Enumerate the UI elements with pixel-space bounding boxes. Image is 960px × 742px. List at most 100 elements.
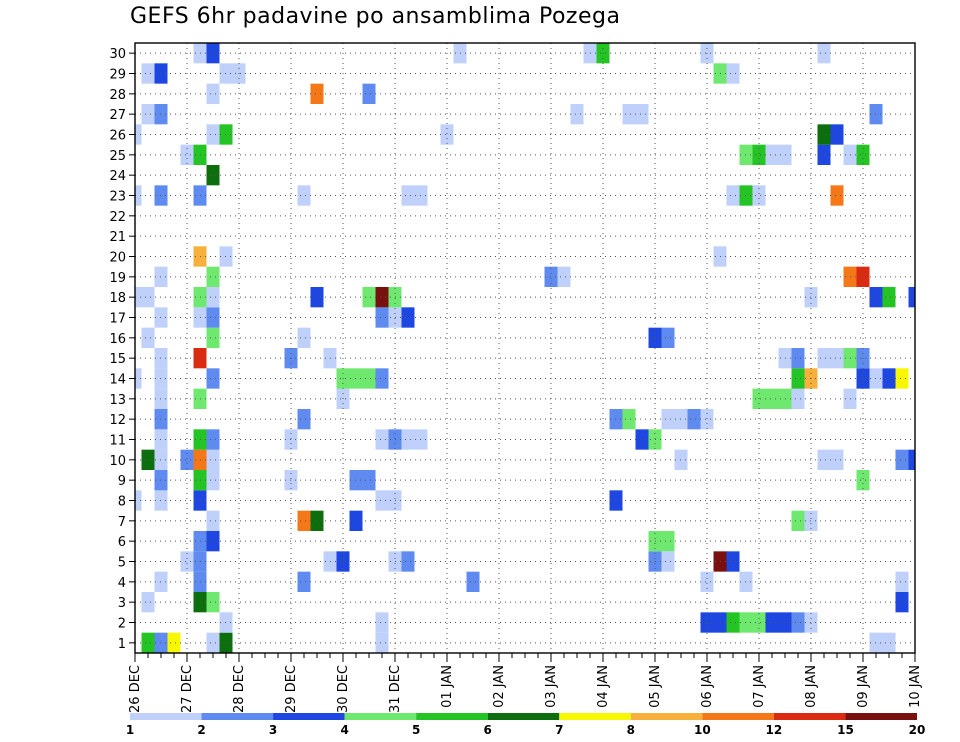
heatmap-cell — [180, 449, 194, 470]
heatmap-cell — [700, 612, 714, 633]
y-axis: 1234567891011121314151617181920212223242… — [109, 47, 135, 652]
heatmap-cell — [687, 409, 701, 430]
heatmap-cell — [817, 124, 831, 145]
heatmap-cell — [206, 470, 220, 491]
heatmap-cell — [661, 409, 675, 430]
x-tick-label: 03 JAN — [544, 665, 559, 708]
cells-layer — [135, 43, 915, 653]
heatmap-cell — [297, 571, 311, 592]
colorbar-label: 20 — [909, 723, 926, 737]
heatmap-cell — [726, 612, 740, 633]
heatmap-cell — [700, 409, 714, 430]
y-tick-label: 17 — [109, 312, 126, 327]
heatmap-cell — [622, 104, 636, 125]
x-tick-label: 09 JAN — [856, 665, 871, 708]
colorbar-segment — [130, 713, 202, 720]
heatmap-cell — [297, 185, 311, 206]
heatmap-cell — [206, 83, 220, 104]
heatmap-cell — [635, 104, 649, 125]
heatmap-cell — [206, 632, 220, 653]
y-tick-label: 2 — [118, 617, 126, 632]
colorbar-label: 12 — [766, 723, 783, 737]
heatmap-cell — [726, 551, 740, 572]
y-tick-label: 11 — [109, 434, 126, 449]
heatmap-cell — [401, 307, 415, 328]
y-tick-label: 13 — [109, 393, 126, 408]
heatmap-cell — [297, 327, 311, 348]
heatmap-cell — [135, 185, 142, 206]
heatmap-cell — [141, 63, 155, 84]
heatmap-cell — [557, 266, 571, 287]
y-tick-label: 24 — [109, 169, 126, 184]
heatmap-cell — [362, 470, 376, 491]
heatmap-cell — [310, 83, 324, 104]
heatmap-cell — [882, 287, 896, 308]
heatmap-cell — [791, 388, 805, 409]
heatmap-cell — [206, 531, 220, 552]
heatmap-cell — [791, 348, 805, 369]
heatmap-cell — [622, 409, 636, 430]
y-tick-label: 19 — [109, 271, 126, 286]
x-tick-label: 31 DEC — [388, 665, 403, 713]
heatmap-cell — [700, 571, 714, 592]
x-tick-label: 26 DEC — [128, 665, 143, 713]
heatmap-cell — [661, 531, 675, 552]
colorbar-label: 2 — [197, 723, 205, 737]
heatmap-cell — [375, 612, 389, 633]
heatmap-cell — [310, 510, 324, 531]
heatmap-cell — [375, 490, 389, 511]
heatmap-cell — [661, 327, 675, 348]
y-tick-label: 30 — [109, 47, 126, 62]
heatmap-cell — [765, 388, 779, 409]
heatmap-cell — [726, 63, 740, 84]
y-tick-label: 23 — [109, 190, 126, 205]
y-tick-label: 29 — [109, 68, 126, 83]
heatmap-cell — [135, 287, 142, 308]
heatmap-cell — [765, 144, 779, 165]
heatmap-cell — [297, 510, 311, 531]
heatmap-cell — [141, 287, 155, 308]
heatmap-cell — [752, 185, 766, 206]
y-tick-label: 4 — [118, 576, 126, 591]
heatmap-cell — [375, 368, 389, 389]
y-tick-label: 1 — [118, 637, 126, 652]
x-tick-label: 29 DEC — [284, 665, 299, 713]
heatmap-cell — [817, 43, 831, 64]
y-tick-label: 21 — [109, 230, 126, 245]
heatmap-cell — [856, 266, 870, 287]
heatmap-cell — [206, 327, 220, 348]
heatmap-cell — [466, 571, 480, 592]
heatmap-cell — [817, 348, 831, 369]
colorbar-segment — [559, 713, 631, 720]
heatmap-cell — [882, 368, 896, 389]
colorbar-segment — [845, 713, 917, 720]
y-tick-label: 25 — [109, 149, 126, 164]
x-tick-label: 10 JAN — [908, 665, 923, 708]
heatmap-cell — [375, 287, 389, 308]
heatmap-cell — [141, 592, 155, 613]
heatmap-cell — [180, 144, 194, 165]
colorbar-segment — [416, 713, 488, 720]
heatmap-cell — [830, 348, 844, 369]
colorbar-label: 10 — [694, 723, 711, 737]
heatmap-cell — [362, 368, 376, 389]
heatmap-cell — [791, 368, 805, 389]
heatmap-cell — [180, 551, 194, 572]
heatmap-cell — [635, 429, 649, 450]
heatmap-cell — [206, 510, 220, 531]
heatmap-cell — [401, 429, 415, 450]
heatmap-cell — [135, 490, 142, 511]
y-tick-label: 15 — [109, 352, 126, 367]
heatmap-cell — [752, 144, 766, 165]
heatmap-cell — [817, 449, 831, 470]
heatmap-cell — [375, 429, 389, 450]
colorbar-label: 6 — [484, 723, 492, 737]
heatmap-cell — [135, 124, 142, 145]
colorbar-segment — [273, 713, 345, 720]
y-tick-label: 3 — [118, 596, 126, 611]
heatmap-cell — [856, 144, 870, 165]
heatmap-cell — [830, 124, 844, 145]
heatmap-cell — [817, 144, 831, 165]
heatmap-cell — [206, 266, 220, 287]
